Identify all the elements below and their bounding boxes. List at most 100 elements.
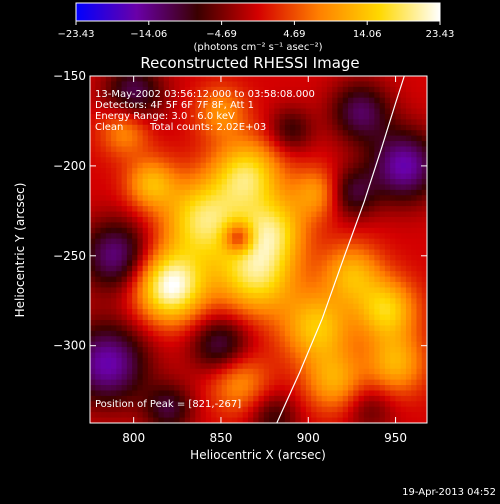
heatmap-cell bbox=[232, 233, 239, 240]
heatmap-cell bbox=[253, 271, 260, 278]
heatmap-cell bbox=[411, 260, 418, 267]
heatmap-cell bbox=[411, 395, 418, 402]
heatmap-cell bbox=[421, 135, 427, 142]
heatmap-cell bbox=[284, 244, 291, 251]
heatmap-cell bbox=[332, 379, 339, 386]
heatmap-cell bbox=[316, 271, 323, 278]
heatmap-cell bbox=[384, 195, 391, 202]
heatmap-cell bbox=[363, 141, 370, 148]
heatmap-cell bbox=[284, 157, 291, 164]
heatmap-cell bbox=[337, 341, 344, 348]
heatmap-cell bbox=[400, 135, 407, 142]
heatmap-cell bbox=[190, 347, 196, 354]
heatmap-cell bbox=[358, 336, 365, 343]
heatmap-cell bbox=[305, 92, 312, 99]
heatmap-cell bbox=[300, 119, 307, 126]
heatmap-cell bbox=[290, 233, 296, 240]
heatmap-cell bbox=[374, 92, 381, 99]
heatmap-cell bbox=[132, 412, 138, 419]
heatmap-cell bbox=[205, 374, 212, 381]
heatmap-cell bbox=[400, 211, 407, 218]
heatmap-cell bbox=[168, 195, 175, 202]
heatmap-cell bbox=[184, 287, 191, 294]
heatmap-cell bbox=[116, 168, 123, 175]
heatmap-cell bbox=[221, 81, 228, 88]
heatmap-cell bbox=[300, 368, 307, 375]
heatmap-cell bbox=[242, 314, 249, 321]
heatmap-cell bbox=[384, 357, 391, 364]
heatmap-cell bbox=[200, 200, 207, 207]
heatmap-cell bbox=[184, 347, 191, 354]
heatmap-cell bbox=[126, 206, 133, 213]
heatmap-cell bbox=[163, 113, 170, 120]
heatmap-cell bbox=[111, 151, 117, 158]
heatmap-cell bbox=[237, 319, 244, 326]
heatmap-cell bbox=[311, 184, 318, 191]
heatmap-cell bbox=[132, 298, 138, 305]
heatmap-cell bbox=[211, 97, 217, 104]
heatmap-cell bbox=[348, 357, 354, 364]
heatmap-cell bbox=[274, 385, 281, 392]
heatmap-cell bbox=[348, 417, 354, 423]
heatmap-cell bbox=[300, 97, 307, 104]
heatmap-cell bbox=[226, 406, 233, 413]
heatmap-cell bbox=[295, 298, 302, 305]
heatmap-cell bbox=[90, 168, 96, 175]
heatmap-cell bbox=[390, 363, 397, 370]
heatmap-cell bbox=[363, 330, 370, 337]
heatmap-cell bbox=[295, 265, 302, 272]
heatmap-cell bbox=[400, 130, 407, 137]
heatmap-cell bbox=[321, 401, 328, 408]
heatmap-cell bbox=[369, 401, 375, 408]
heatmap-cell bbox=[326, 249, 333, 256]
heatmap-cell bbox=[326, 352, 333, 359]
heatmap-cell bbox=[105, 233, 112, 240]
heatmap-cell bbox=[400, 103, 407, 110]
heatmap-cell bbox=[90, 260, 96, 267]
heatmap-cell bbox=[200, 184, 207, 191]
heatmap-cell bbox=[237, 298, 244, 305]
heatmap-cell bbox=[226, 292, 233, 299]
heatmap-cell bbox=[390, 368, 397, 375]
heatmap-cell bbox=[369, 227, 375, 234]
heatmap-cell bbox=[147, 325, 154, 332]
heatmap-cell bbox=[211, 374, 217, 381]
heatmap-cell bbox=[158, 390, 165, 397]
heatmap-cell bbox=[174, 216, 181, 223]
heatmap-cell bbox=[290, 325, 296, 332]
heatmap-cell bbox=[142, 135, 149, 142]
heatmap-cell bbox=[168, 108, 175, 115]
heatmap-cell bbox=[200, 303, 207, 310]
heatmap-cell bbox=[226, 173, 233, 180]
heatmap-cell bbox=[379, 401, 386, 408]
heatmap-cell bbox=[121, 86, 128, 93]
heatmap-cell bbox=[242, 341, 249, 348]
heatmap-cell bbox=[142, 200, 149, 207]
heatmap-cell bbox=[405, 412, 412, 419]
heatmap-cell bbox=[121, 325, 128, 332]
heatmap-cell bbox=[342, 135, 349, 142]
heatmap-cell bbox=[211, 401, 217, 408]
heatmap-cell bbox=[237, 141, 244, 148]
heatmap-cell bbox=[205, 227, 212, 234]
heatmap-cell bbox=[168, 368, 175, 375]
heatmap-cell bbox=[253, 86, 260, 93]
heatmap-cell bbox=[195, 309, 202, 316]
heatmap-cell bbox=[132, 395, 138, 402]
heatmap-cell bbox=[195, 347, 202, 354]
heatmap-cell bbox=[184, 417, 191, 423]
heatmap-cell bbox=[147, 76, 154, 83]
heatmap-cell bbox=[158, 363, 165, 370]
heatmap-cell bbox=[263, 260, 270, 267]
heatmap-cell bbox=[374, 292, 381, 299]
heatmap-cell bbox=[374, 108, 381, 115]
heatmap-cell bbox=[290, 162, 296, 169]
heatmap-cell bbox=[163, 406, 170, 413]
heatmap-cell bbox=[121, 92, 128, 99]
heatmap-cell bbox=[179, 374, 186, 381]
heatmap-cell bbox=[274, 271, 281, 278]
heatmap-cell bbox=[221, 395, 228, 402]
heatmap-cell bbox=[284, 401, 291, 408]
heatmap-cell bbox=[158, 211, 165, 218]
heatmap-cell bbox=[168, 352, 175, 359]
